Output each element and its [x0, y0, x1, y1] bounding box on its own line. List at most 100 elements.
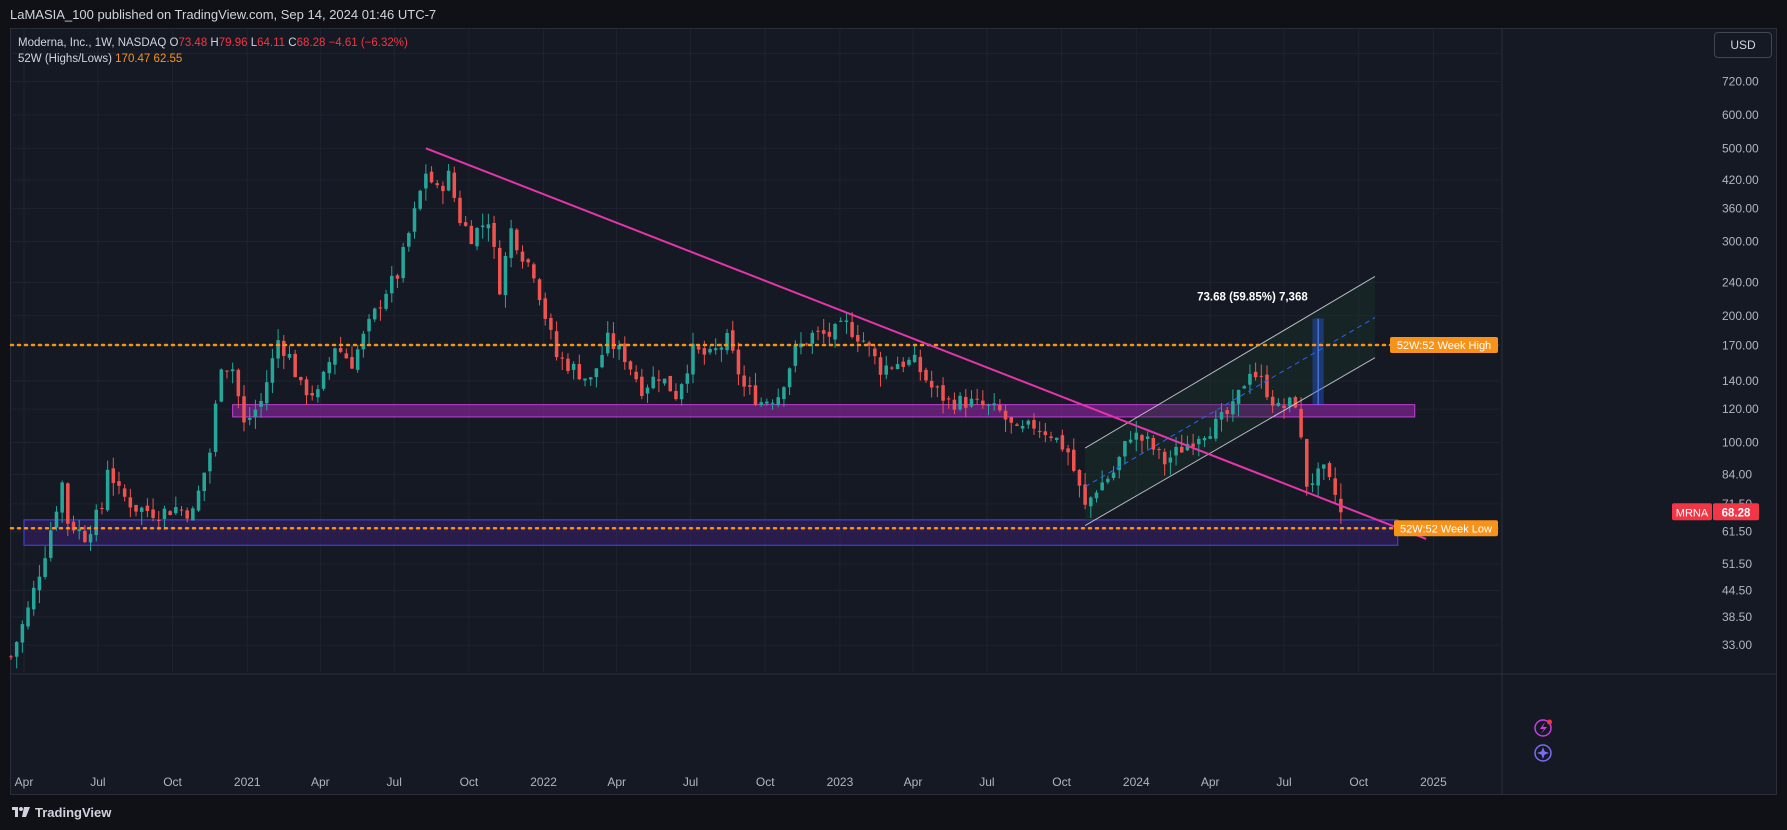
candle-body — [725, 332, 729, 351]
candle-body — [946, 398, 951, 400]
y-tick-label: 33.00 — [1722, 638, 1752, 652]
price-axis[interactable]: 840.00720.00600.00500.00420.00360.00300.… — [1722, 46, 1759, 652]
x-tick-label: Jul — [979, 775, 994, 789]
candle-body — [230, 369, 235, 372]
candle-body — [1015, 424, 1019, 426]
candle-body — [941, 385, 945, 401]
x-tick-label: Jul — [387, 775, 402, 789]
x-tick-label: Oct — [163, 775, 182, 789]
candle-body — [776, 397, 780, 405]
indicator-high: 170.47 — [115, 53, 151, 65]
footer: TradingView — [0, 800, 1787, 830]
symbol-legend-row: Moderna, Inc., 1W, NASDAQ O73.48 H79.96 … — [18, 35, 408, 51]
candle-body — [185, 510, 189, 519]
candle-body — [1117, 456, 1121, 471]
measure-label: 73.68 (59.85%) 7,368 — [1197, 292, 1308, 304]
candle-body — [179, 509, 184, 511]
candle-body — [912, 354, 917, 363]
candle-body — [1208, 436, 1212, 439]
candle-body — [696, 346, 701, 350]
candle-body — [509, 228, 513, 258]
candle-body — [685, 373, 690, 384]
symbol-name: Moderna, Inc., 1W, NASDAQ — [18, 37, 167, 49]
brand-label: TradingView — [35, 805, 112, 820]
y-tick-label: 420.00 — [1722, 173, 1759, 187]
candle-body — [713, 348, 718, 351]
floating-icons[interactable] — [1534, 719, 1552, 762]
candle-body — [100, 507, 104, 509]
candle-body — [969, 398, 974, 407]
candle-body — [492, 222, 496, 247]
candle-body — [674, 390, 678, 400]
candle-body — [407, 233, 411, 247]
candle-body — [583, 378, 587, 381]
alert-lightning-icon — [1534, 719, 1552, 737]
x-tick-label: 2024 — [1123, 775, 1150, 789]
candle-body — [1225, 410, 1229, 414]
candle-body — [1071, 449, 1076, 471]
candle-body — [588, 377, 593, 380]
candle-body — [401, 247, 405, 279]
candle-body — [66, 483, 70, 524]
candle-body — [452, 172, 457, 198]
candle-body — [1009, 417, 1014, 423]
candle-body — [1151, 437, 1156, 450]
candle-body — [901, 361, 906, 367]
x-tick-label: Oct — [1052, 775, 1071, 789]
candle-body — [1140, 435, 1144, 441]
candle-body — [1316, 468, 1320, 486]
candle-body — [844, 320, 849, 322]
candle-body — [1305, 438, 1309, 487]
candle-body — [838, 320, 843, 322]
candle-body — [60, 482, 64, 513]
candle-body — [532, 264, 536, 279]
channel-lower-line — [1084, 357, 1376, 526]
candle-body — [867, 342, 871, 346]
candle-body — [1327, 463, 1332, 478]
candle-body — [174, 507, 178, 514]
candle-body — [1162, 451, 1167, 465]
time-axis[interactable]: Apr Jul Oct 2021 Apr Jul Oct 2022 Apr Jul Oct 2023 A… — [15, 775, 1447, 789]
candle-body — [998, 404, 1002, 411]
candle-body — [111, 468, 116, 484]
candle-body — [77, 529, 81, 532]
candle-body — [571, 363, 576, 370]
candle-body — [424, 173, 428, 189]
high-value: 79.96 — [218, 37, 248, 49]
candle-body — [122, 488, 127, 497]
candle-body — [475, 228, 479, 247]
candle-body — [986, 404, 991, 406]
y-tick-label: 600.00 — [1722, 108, 1759, 122]
candle-body — [651, 376, 655, 389]
candle-body — [304, 379, 309, 396]
candle-body — [480, 225, 485, 228]
week52-high-tag-bg — [1390, 336, 1498, 353]
candle-body — [145, 505, 150, 512]
candle-body — [1270, 396, 1275, 406]
candle-body — [992, 403, 996, 406]
candle-body — [657, 379, 661, 381]
low-value: 64.11 — [257, 37, 286, 49]
y-tick-label: 51.50 — [1722, 557, 1752, 571]
candle-body — [225, 370, 229, 372]
tradingview-brand[interactable]: TradingView — [12, 805, 111, 820]
x-tick-label: Jul — [90, 775, 105, 789]
candle-body — [168, 511, 172, 516]
candle-body — [964, 396, 968, 408]
change-value: −4.61 (−6.32%) — [328, 37, 408, 49]
indicator-legend-row[interactable]: 52W (Highs/Lows) 170.47 62.55 — [18, 51, 408, 67]
candle-body — [929, 380, 934, 388]
symbol-tag-text: MRNA — [1676, 507, 1709, 519]
candle-body — [520, 251, 525, 262]
currency-button[interactable]: USD — [1714, 32, 1772, 58]
candle-body — [918, 356, 923, 373]
candle-body — [719, 347, 724, 350]
candle-body — [1157, 449, 1161, 451]
candle-body — [804, 343, 809, 345]
candle-body — [975, 398, 979, 400]
candle-body — [469, 225, 474, 245]
candle-body — [1077, 469, 1082, 486]
candle-body — [708, 349, 712, 353]
x-tick-label: Oct — [460, 775, 479, 789]
